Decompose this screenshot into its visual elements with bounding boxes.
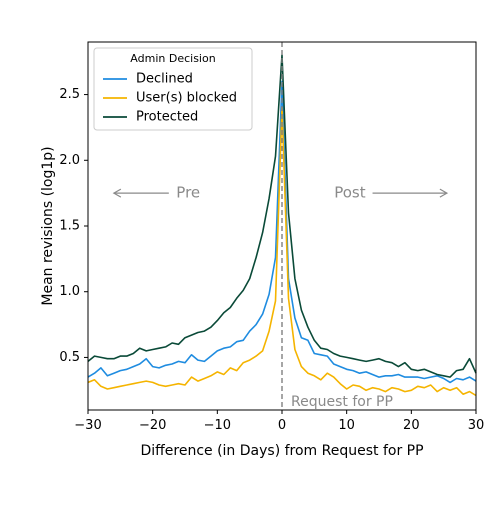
x-tick-label: 30: [468, 418, 485, 433]
y-tick-label: 2.0: [59, 153, 80, 168]
legend-box: [93, 47, 253, 131]
legend-items: Declined User(s) blocked Protected: [103, 72, 237, 125]
y-tick-label: 2.5: [59, 87, 80, 102]
x-tick-label: −20: [139, 418, 166, 433]
y-axis-ticks: 0.5 1.0 1.5 2.0 2.5: [59, 87, 88, 365]
post-label: Post: [334, 184, 366, 202]
x-tick-label: −10: [204, 418, 231, 433]
pre-annotation: Pre: [112, 184, 200, 202]
x-tick-label: −30: [74, 418, 101, 433]
legend-label-user-s-blocked: User(s) blocked: [136, 91, 237, 106]
x-axis-label: Difference (in Days) from Request for PP: [140, 443, 423, 459]
request-label: Request for PP: [291, 394, 393, 410]
legend-title: Admin Decision: [130, 52, 215, 65]
x-tick-label: 0: [278, 418, 286, 433]
y-tick-label: 1.0: [59, 284, 80, 299]
legend-label-protected: Protected: [136, 110, 198, 125]
x-axis-ticks: −30 −20 −10 0 10 20 30: [74, 410, 484, 433]
legend: Admin Decision Declined User(s) blocked Pr…: [93, 47, 253, 131]
post-annotation: Post: [334, 184, 449, 202]
series-line-declined: [87, 80, 477, 384]
y-axis-label: Mean revisions (log1p): [40, 146, 56, 305]
post-arrow-head: [439, 188, 449, 198]
y-tick-label: 1.5: [59, 219, 80, 234]
x-tick-label: 20: [403, 418, 420, 433]
legend-label-declined: Declined: [136, 72, 193, 87]
x-tick-label: 10: [338, 418, 355, 433]
pre-arrow-head: [112, 188, 122, 198]
series-line-protected: [87, 54, 477, 378]
pre-label: Pre: [176, 184, 200, 202]
y-tick-label: 0.5: [59, 350, 80, 365]
